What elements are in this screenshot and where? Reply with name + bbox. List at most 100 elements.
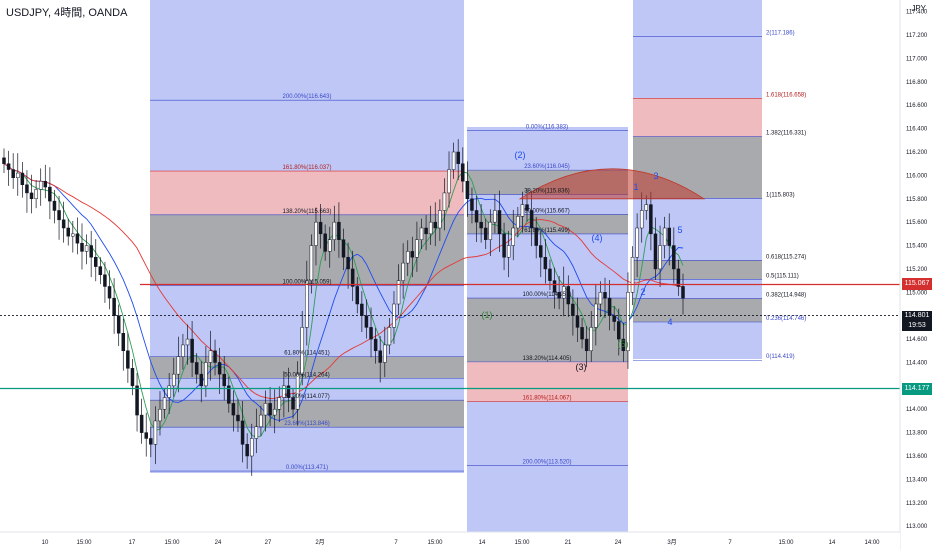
candle-body [80, 242, 84, 252]
candle-body [176, 356, 181, 375]
price-tick-label: 116.600 [906, 103, 928, 109]
candle [483, 218, 488, 250]
candle-body [282, 385, 286, 398]
candle [245, 433, 249, 469]
candle-body [185, 338, 190, 346]
candle-body [25, 184, 29, 194]
candle-body [575, 315, 580, 328]
fib-band-3-4 [633, 298, 762, 323]
fib-level-label: 23.60%(116.045) [524, 164, 570, 170]
wave-label: (4) [592, 233, 603, 243]
price-tick-label: 115.000 [906, 290, 928, 296]
candle [529, 190, 534, 247]
candle [176, 336, 181, 393]
wave-label: (3) [576, 362, 587, 372]
candle [346, 242, 350, 289]
candle-body [621, 338, 626, 352]
candle [213, 339, 217, 376]
candle-body [158, 408, 162, 422]
candle-body [355, 286, 360, 305]
candle [153, 406, 158, 465]
candle [121, 318, 126, 371]
candle-body [43, 180, 48, 188]
candle-body [552, 280, 557, 293]
price-tick-label: 117.200 [906, 33, 928, 39]
candle-body [346, 256, 350, 270]
time-tick-label: 3月 [667, 539, 676, 546]
fib-level-label: 100.00%(114.951) [523, 292, 572, 298]
fib-level-label: 50.00%(115.667) [524, 208, 570, 214]
candle [681, 273, 685, 315]
candle [272, 389, 277, 434]
candle [539, 230, 543, 278]
candle [139, 398, 144, 444]
candle-body [419, 227, 424, 240]
candle [355, 277, 360, 314]
time-tick-label: 14:00 [864, 540, 880, 546]
candle-body [483, 227, 488, 240]
candle-body [259, 414, 263, 428]
candle-body [300, 327, 304, 375]
candle [300, 311, 304, 386]
candle [552, 267, 557, 309]
candle-body [497, 210, 502, 235]
candle-body [438, 210, 442, 229]
fib-level-label: 0.382(114.948) [766, 292, 806, 298]
price-tick-label: 115.200 [906, 267, 928, 273]
candle [236, 398, 240, 433]
candle-body [630, 256, 635, 293]
candle-body [529, 210, 534, 229]
price-tick-label: 116.800 [906, 80, 928, 86]
time-tick-label: 15:00 [778, 540, 794, 546]
candle [167, 372, 171, 414]
wave-label: (2) [515, 150, 526, 160]
candle [181, 333, 185, 370]
candle-body [442, 192, 447, 211]
candle [305, 260, 309, 346]
candle [566, 275, 571, 317]
candle-body [488, 221, 493, 240]
fib-level-label: 0.5(115.111) [766, 273, 799, 279]
candle-body [126, 350, 130, 369]
candle [653, 217, 658, 281]
candle [667, 213, 671, 266]
candle-body [516, 216, 520, 229]
candle-body [598, 292, 603, 305]
fib-band-3-1 [633, 98, 762, 137]
candle-body [662, 227, 667, 246]
candle-body [84, 245, 89, 252]
candle-body [222, 373, 226, 387]
candle [318, 204, 323, 249]
current-price-value: 114.801 [904, 311, 930, 319]
candle [98, 257, 103, 285]
fib-level-label: 161.80%(114.067) [523, 395, 572, 401]
candle-body [48, 186, 52, 202]
candle [433, 202, 438, 247]
candle [6, 150, 11, 186]
fib-level-label: 200.00%(113.520) [523, 459, 572, 465]
candle-body [263, 403, 268, 416]
candle [52, 190, 57, 224]
candle [162, 388, 167, 419]
candle [419, 218, 424, 250]
fib-level-label: 1.618(116.658) [766, 92, 806, 98]
candle-body [236, 414, 240, 422]
candle-body [199, 373, 204, 387]
fib-level-label: 61.80%(115.499) [524, 228, 570, 234]
candle-body [52, 200, 57, 211]
candle-body [369, 327, 373, 340]
candle-body [396, 280, 401, 305]
candle-body [415, 239, 419, 258]
candle [350, 250, 355, 302]
time-tick-label: 7 [728, 540, 732, 546]
candle-body [305, 280, 309, 328]
candle-body [534, 227, 538, 246]
candle-body [240, 420, 245, 445]
candle [291, 388, 295, 419]
candle-body [561, 286, 566, 299]
candle-body [520, 204, 525, 217]
candle-body [291, 397, 295, 410]
candle [438, 199, 442, 241]
